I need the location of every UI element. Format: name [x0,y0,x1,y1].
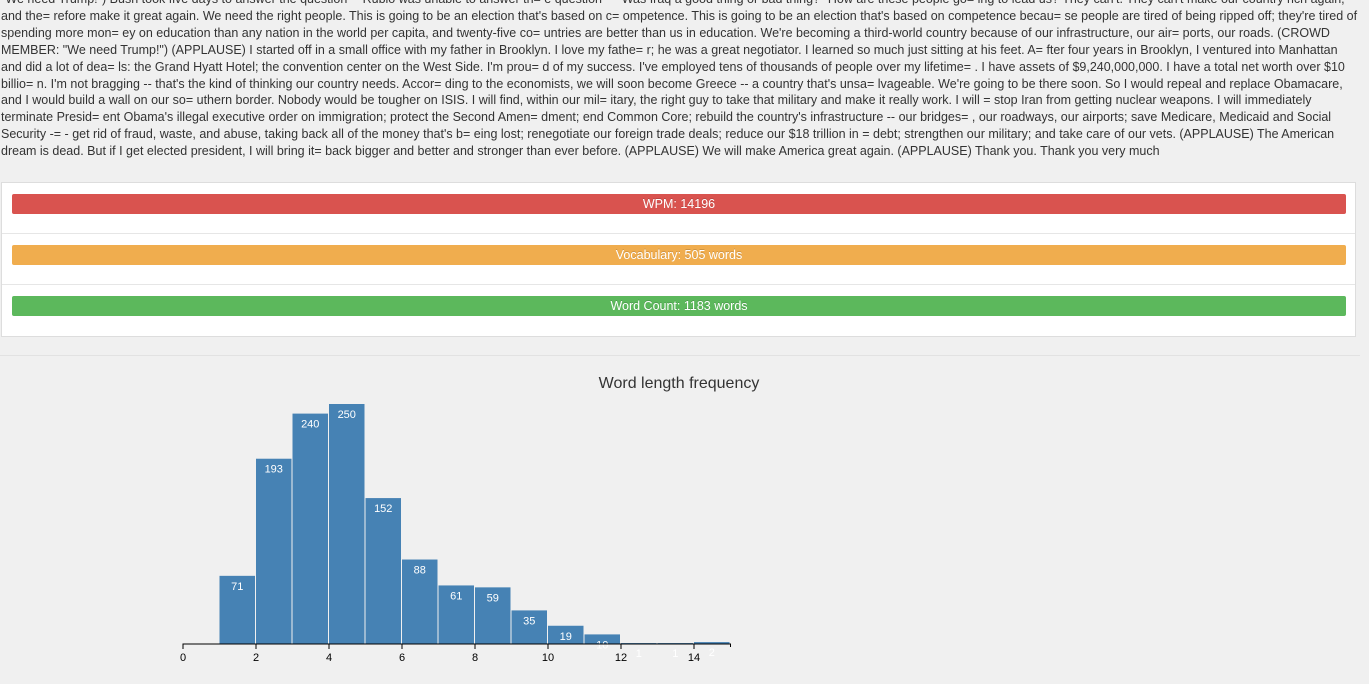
x-tick-label-4: 4 [326,652,332,664]
bar-label-6: 88 [414,565,426,577]
histogram-bar-4 [329,404,365,644]
word-length-chart: Word length frequency 71 193 240 250 152 88 61… [0,356,1369,684]
histogram-bar-8 [475,587,511,644]
bar-label-9: 35 [523,615,535,627]
histogram-bar-11 [584,634,620,644]
bar-label-11: 10 [596,639,608,651]
x-tick-label-6: 6 [399,652,405,664]
bar-label-12: 1 [636,648,642,660]
stat-row-word-count: Word Count: 1183 words [2,285,1355,336]
histogram-bar-9 [511,610,547,644]
bar-label-1: 71 [231,581,243,593]
x-tick-label-8: 8 [472,652,478,664]
speech-transcript: "We need Trump!") Bush took five days to… [1,0,1358,159]
x-tick-label-14: 14 [688,652,700,664]
bar-label-14: 2 [709,647,715,659]
histogram-bar-10 [548,625,584,644]
histogram-bar-3 [292,413,328,644]
histogram-bar-1 [219,575,255,644]
chart-title: Word length frequency [598,375,760,392]
x-tick-label-2: 2 [253,652,259,664]
bar-label-5: 152 [374,503,392,515]
bar-label-7: 61 [450,590,462,602]
histogram-bar-5 [365,498,401,644]
x-tick-label-10: 10 [542,652,554,664]
bar-label-3: 240 [301,419,319,431]
stats-panel: WPM: 14196 Vocabulary: 505 words Word Co… [1,182,1356,337]
vocabulary-bar: Vocabulary: 505 words [12,245,1346,265]
section-divider [0,355,1360,356]
stat-row-vocabulary: Vocabulary: 505 words [2,234,1355,285]
bar-label-4: 250 [338,409,356,421]
histogram-bar-7 [438,585,474,644]
bar-label-13: 1 [672,648,678,660]
histogram-bar-2 [256,458,292,644]
histogram-bar-14 [694,642,730,644]
x-axis-line [182,643,731,647]
stat-row-wpm: WPM: 14196 [2,183,1355,234]
word-count-bar: Word Count: 1183 words [12,296,1346,316]
x-tick-label-12: 12 [615,652,627,664]
histogram-bar-6 [402,559,438,644]
wpm-bar: WPM: 14196 [12,194,1346,214]
bar-label-2: 193 [265,464,283,476]
x-tick-label-0: 0 [180,652,186,664]
bar-label-10: 19 [560,631,572,643]
bar-label-8: 59 [487,592,499,604]
